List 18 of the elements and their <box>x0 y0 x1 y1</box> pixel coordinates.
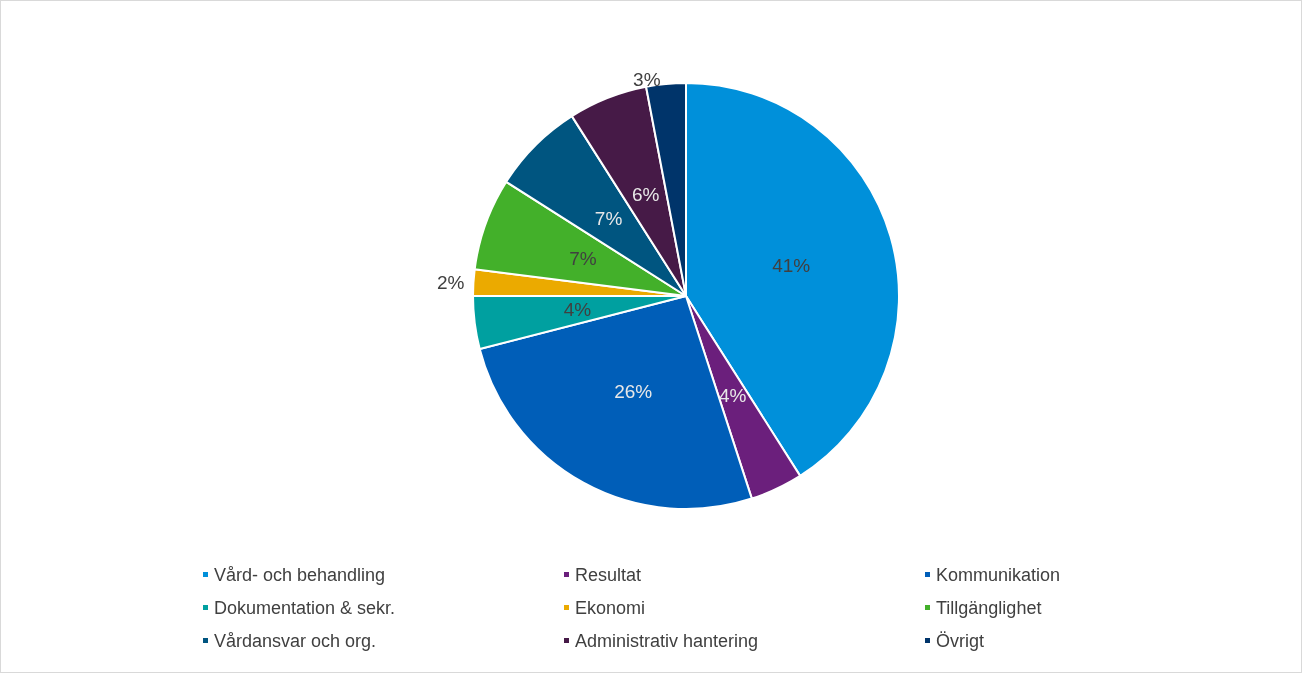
legend-label: Vårdansvar och org. <box>214 630 377 651</box>
data-label: 2% <box>436 271 465 293</box>
legend-label: Kommunikation <box>936 564 1061 585</box>
legend-label: Vård- och behandling <box>214 564 386 585</box>
data-label: 7% <box>594 208 623 230</box>
data-label: 7% <box>569 248 597 270</box>
data-label: 3% <box>633 69 661 91</box>
data-label: 6% <box>631 183 660 205</box>
legend-label: Ekonomi <box>575 597 646 618</box>
legend-label: Övrigt <box>936 630 985 651</box>
data-label: 26% <box>614 381 653 403</box>
legend-label: Dokumentation & sekr. <box>214 597 396 618</box>
legend-label: Resultat <box>575 564 642 585</box>
data-label: 41% <box>772 254 811 276</box>
data-label: 4% <box>563 299 592 321</box>
data-label: 4% <box>718 384 747 406</box>
legend-label: Administrativ hantering <box>575 630 759 651</box>
legend-label: Tillgänglighet <box>936 597 1042 618</box>
